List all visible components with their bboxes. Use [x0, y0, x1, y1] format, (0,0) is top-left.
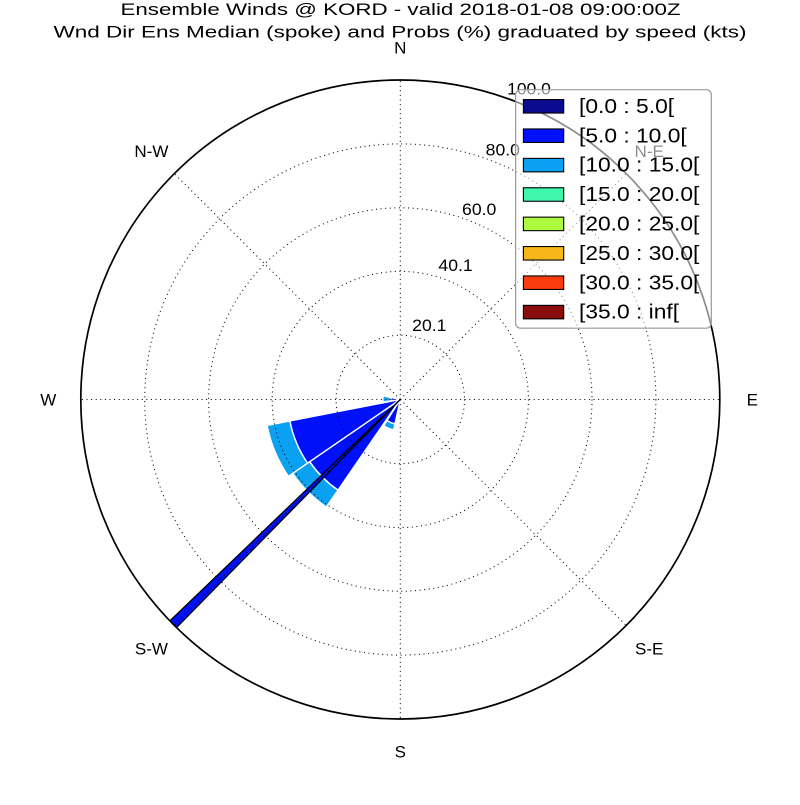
svg-text:20.1: 20.1	[412, 316, 446, 335]
svg-text:E: E	[747, 391, 758, 410]
svg-text:40.1: 40.1	[438, 256, 472, 275]
svg-text:[30.0 : 35.0[: [30.0 : 35.0[	[579, 272, 700, 294]
svg-text:S-E: S-E	[635, 640, 663, 659]
svg-text:[10.0 : 15.0[: [10.0 : 15.0[	[579, 155, 700, 177]
svg-text:S: S	[395, 743, 406, 762]
svg-text:N: N	[394, 39, 406, 58]
svg-text:[20.0 : 25.0[: [20.0 : 25.0[	[579, 214, 700, 236]
svg-text:Ensemble Winds @ KORD - valid: Ensemble Winds @ KORD - valid 2018-01-08…	[121, 0, 681, 19]
svg-text:80.0: 80.0	[486, 141, 520, 160]
svg-text:S-W: S-W	[135, 640, 168, 659]
svg-text:60.0: 60.0	[462, 200, 496, 219]
svg-text:[25.0 : 30.0[: [25.0 : 30.0[	[579, 243, 700, 265]
svg-text:N-W: N-W	[134, 142, 168, 161]
svg-text:[35.0 : inf[: [35.0 : inf[	[579, 302, 680, 324]
svg-text:[0.0 : 5.0[: [0.0 : 5.0[	[579, 96, 675, 118]
svg-text:[5.0 : 10.0[: [5.0 : 10.0[	[579, 125, 687, 147]
svg-text:Wnd Dir Ens Median (spoke) and: Wnd Dir Ens Median (spoke) and Probs (%)…	[54, 22, 747, 41]
svg-text:W: W	[40, 391, 56, 410]
svg-text:[15.0 : 20.0[: [15.0 : 20.0[	[579, 184, 700, 206]
